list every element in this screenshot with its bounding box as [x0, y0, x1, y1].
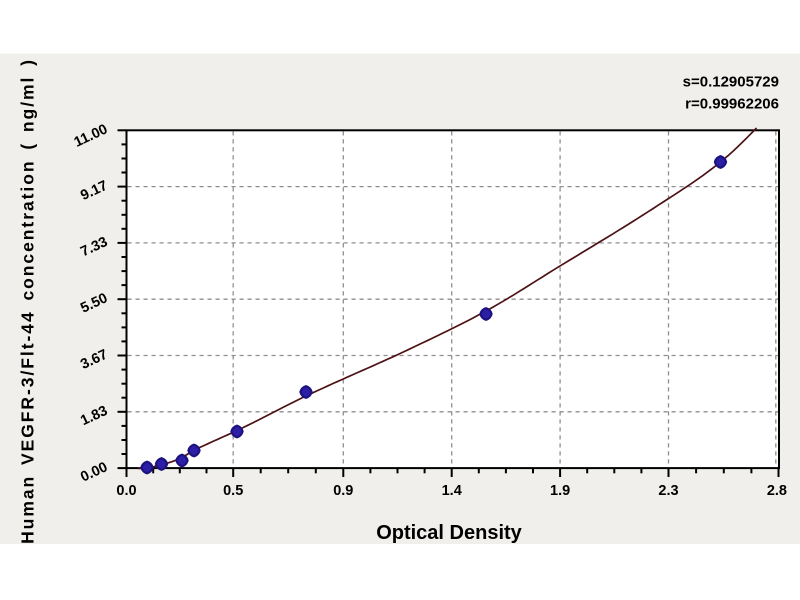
svg-text:1.4: 1.4 — [442, 483, 462, 499]
svg-text:Human VEGFR-3/Flt-44 concentra: Human VEGFR-3/Flt-44 concentration ( ng/… — [18, 58, 38, 544]
svg-text:Optical Density: Optical Density — [376, 522, 522, 544]
svg-text:1.9: 1.9 — [550, 483, 570, 499]
svg-text:0.5: 0.5 — [223, 483, 243, 499]
svg-text:2.8: 2.8 — [767, 483, 787, 499]
svg-text:r=0.99962206: r=0.99962206 — [685, 96, 779, 113]
svg-text:0.0: 0.0 — [116, 483, 136, 499]
svg-text:2.3: 2.3 — [658, 483, 678, 499]
svg-text:0.9: 0.9 — [333, 483, 353, 499]
svg-text:s=0.12905729: s=0.12905729 — [683, 74, 779, 91]
